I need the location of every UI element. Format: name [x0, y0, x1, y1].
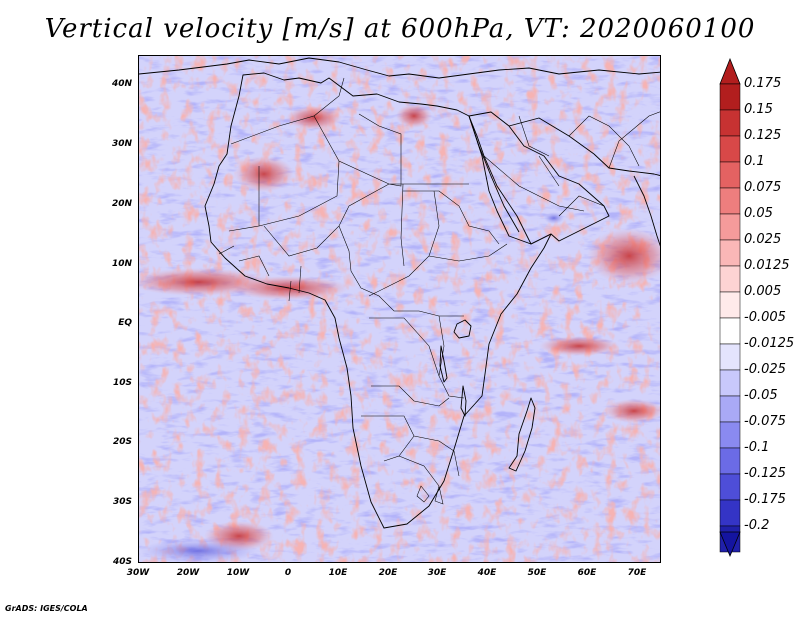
- europe-coastline: [139, 57, 660, 79]
- lat-tick-20n: 20N: [111, 199, 132, 209]
- colorbar-swatch-13: [719, 421, 741, 449]
- grads-credit: GrADS: IGES/COLA: [5, 604, 88, 613]
- lon-tick-30e: 30E: [427, 568, 447, 578]
- colorbar-label-neg-0.125: -0.125: [744, 466, 786, 481]
- colorbar-label-neg-0.005: -0.005: [744, 310, 786, 325]
- colorbar-swatch-6: [719, 239, 741, 267]
- colorbar-swatch-7: [719, 265, 741, 293]
- ascent-core-indian-ocean: [539, 336, 619, 356]
- colorbar-swatch-3: [719, 161, 741, 189]
- colorbar-label-neg-0.025: -0.025: [744, 362, 786, 377]
- colorbar-swatch-4: [719, 187, 741, 215]
- colorbar: [719, 58, 741, 558]
- colorbar-swatch-11: [719, 369, 741, 397]
- colorbar-swatch-5: [719, 213, 741, 241]
- madagascar-outline: [508, 397, 536, 472]
- colorbar-label-neg-0.075: -0.075: [744, 414, 786, 429]
- lat-tick-20s: 20S: [112, 437, 132, 447]
- lon-tick-10e: 10E: [328, 568, 348, 578]
- colorbar-bottom-arrow: [719, 531, 741, 558]
- colorbar-swatch-14: [719, 447, 741, 475]
- map-title: Vertical velocity [m/s] at 600hPa, VT: 2…: [44, 14, 756, 44]
- colorbar-label-0.1: 0.1: [744, 154, 765, 169]
- colorbar-swatch-15: [719, 473, 741, 501]
- colorbar-swatch-2: [719, 135, 741, 163]
- colorbar-swatch-8: [719, 291, 741, 319]
- colorbar-swatch-0: [719, 83, 741, 111]
- colorbar-label-0.15: 0.15: [744, 102, 773, 117]
- lon-tick-0: 0: [284, 568, 292, 578]
- colorbar-label-0.075: 0.075: [744, 180, 782, 195]
- colorbar-label-0.0125: 0.0125: [744, 258, 790, 273]
- lon-tick-20w: 20W: [176, 568, 200, 578]
- colorbar-label-neg-0.2: -0.2: [744, 518, 770, 533]
- ascent-core-sahara: [234, 156, 294, 192]
- lon-tick-70e: 70E: [627, 568, 647, 578]
- lon-tick-50e: 50E: [527, 568, 547, 578]
- descent-core-gulf-aden: [544, 212, 564, 224]
- ascent-core-mediterranean: [396, 104, 432, 128]
- lake-tanganyika: [439, 345, 448, 383]
- colorbar-label-0.175: 0.175: [744, 76, 782, 91]
- lon-tick-60e: 60E: [577, 568, 597, 578]
- map-panel: [138, 55, 661, 563]
- africa-coastline: [204, 72, 552, 529]
- colorbar-swatch-10: [719, 343, 741, 371]
- lon-tick-30w: 30W: [126, 568, 150, 578]
- lon-tick-20e: 20E: [378, 568, 398, 578]
- persian-gulf-iran-coast: [508, 117, 660, 176]
- colorbar-swatch-9: [719, 317, 741, 345]
- lat-tick-40n: 40N: [111, 79, 132, 89]
- lon-tick-40e: 40E: [477, 568, 497, 578]
- lat-tick-10s: 10S: [112, 378, 132, 388]
- red-sea-west-coast: [468, 115, 520, 233]
- ascent-patches: [139, 56, 660, 562]
- colorbar-label-neg-0.1: -0.1: [744, 440, 770, 455]
- lake-malawi: [460, 385, 467, 417]
- colorbar-swatch-16: [719, 499, 741, 527]
- india-coast: [633, 175, 660, 247]
- ascent-core-south-indian: [604, 399, 660, 423]
- colorbar-swatch-1: [719, 109, 741, 137]
- lat-tick-10n: 10N: [111, 259, 132, 269]
- colorbar-label-0.05: 0.05: [744, 206, 773, 221]
- colorbar-label-neg-0.05: -0.05: [744, 388, 778, 403]
- ascent-core-arabian-sea: [587, 228, 660, 284]
- lat-tick-30s: 30S: [112, 497, 132, 507]
- colorbar-label-0.025: 0.025: [744, 232, 782, 247]
- descent-core-south-atlantic: [139, 539, 259, 562]
- ascent-core-algeria: [286, 106, 342, 130]
- colorbar-swatch-12: [719, 395, 741, 423]
- colorbar-label-0.005: 0.005: [744, 284, 782, 299]
- colorbar-top-arrow: [719, 58, 741, 85]
- lat-tick-40s: 40S: [112, 557, 132, 567]
- lat-tick-eq: EQ: [118, 318, 132, 328]
- lake-victoria: [453, 319, 472, 339]
- country-borders: [218, 77, 660, 505]
- colorbar-label-neg-0.175: -0.175: [744, 492, 786, 507]
- colorbar-label-neg-0.0125: -0.0125: [744, 336, 795, 351]
- lon-tick-10w: 10W: [226, 568, 250, 578]
- arabian-peninsula-outline: [468, 111, 610, 245]
- colorbar-label-0.125: 0.125: [744, 128, 782, 143]
- velocity-field: [139, 56, 660, 562]
- lat-tick-30n: 30N: [111, 139, 132, 149]
